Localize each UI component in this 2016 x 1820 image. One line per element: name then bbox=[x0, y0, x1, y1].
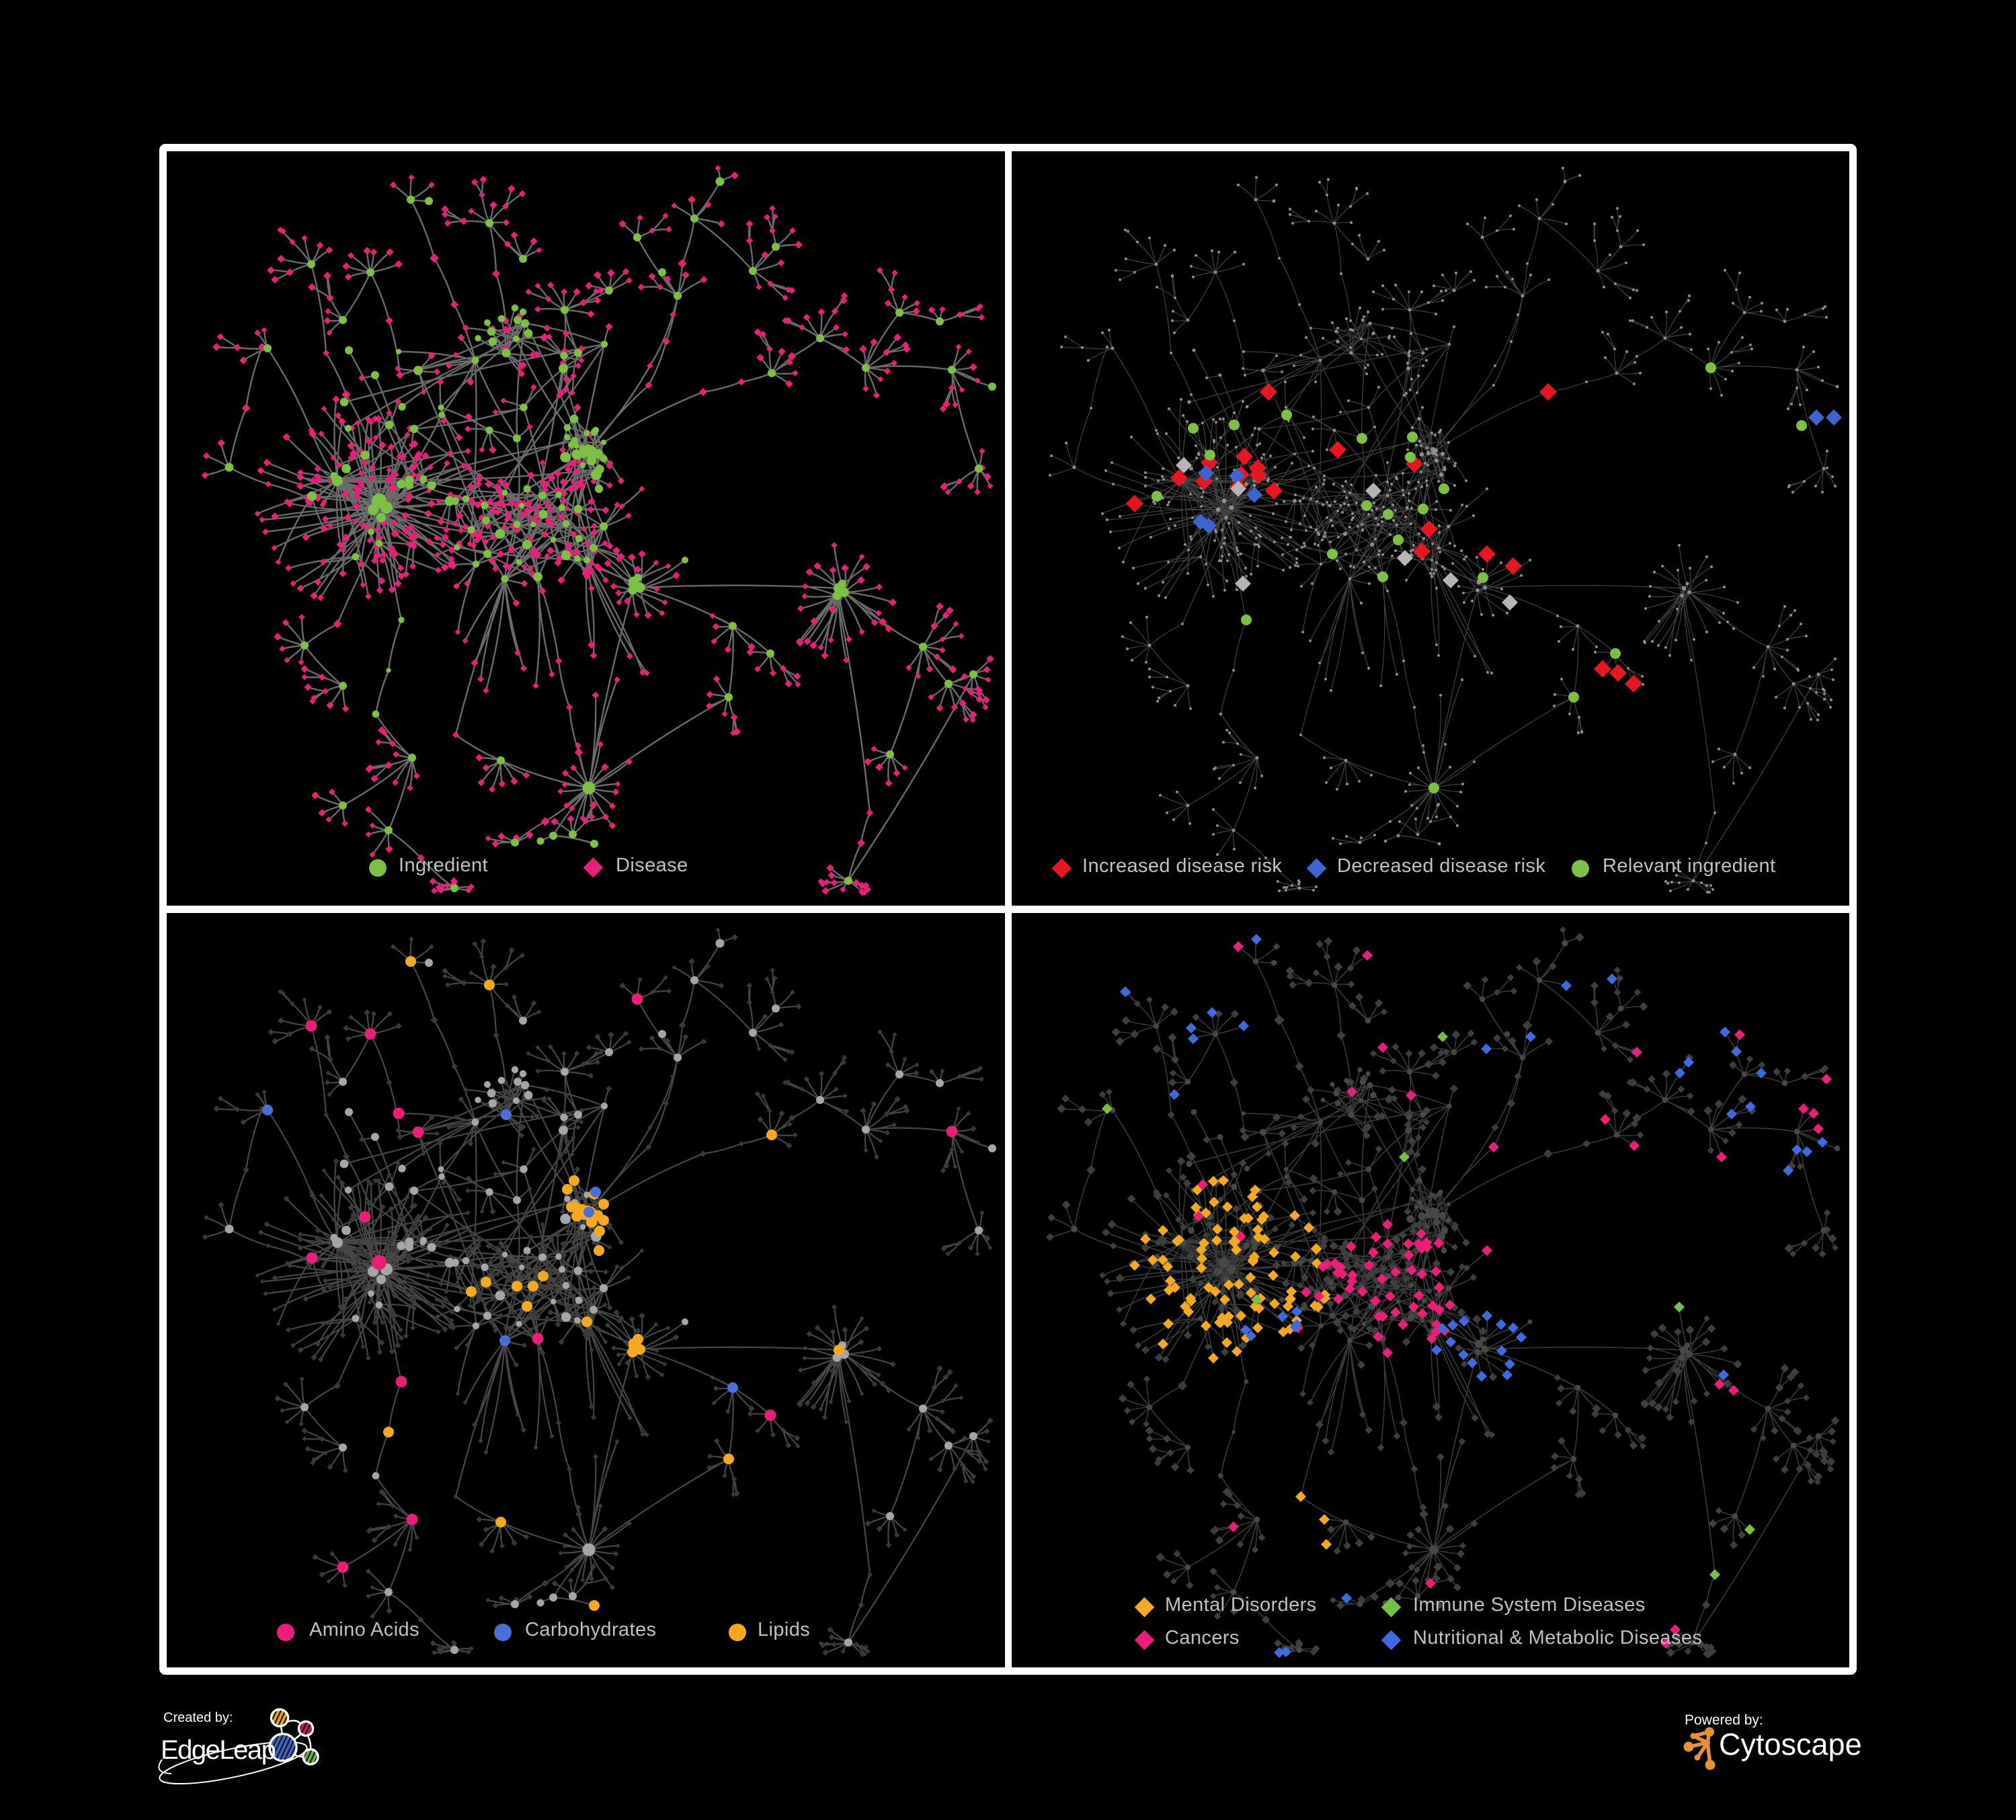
svg-text:EdgeLeap: EdgeLeap bbox=[161, 1735, 276, 1765]
svg-text:Powered by:: Powered by: bbox=[1685, 1712, 1763, 1728]
svg-text:Created by:: Created by: bbox=[163, 1710, 233, 1725]
svg-text:Cytoscape: Cytoscape bbox=[1719, 1727, 1862, 1762]
